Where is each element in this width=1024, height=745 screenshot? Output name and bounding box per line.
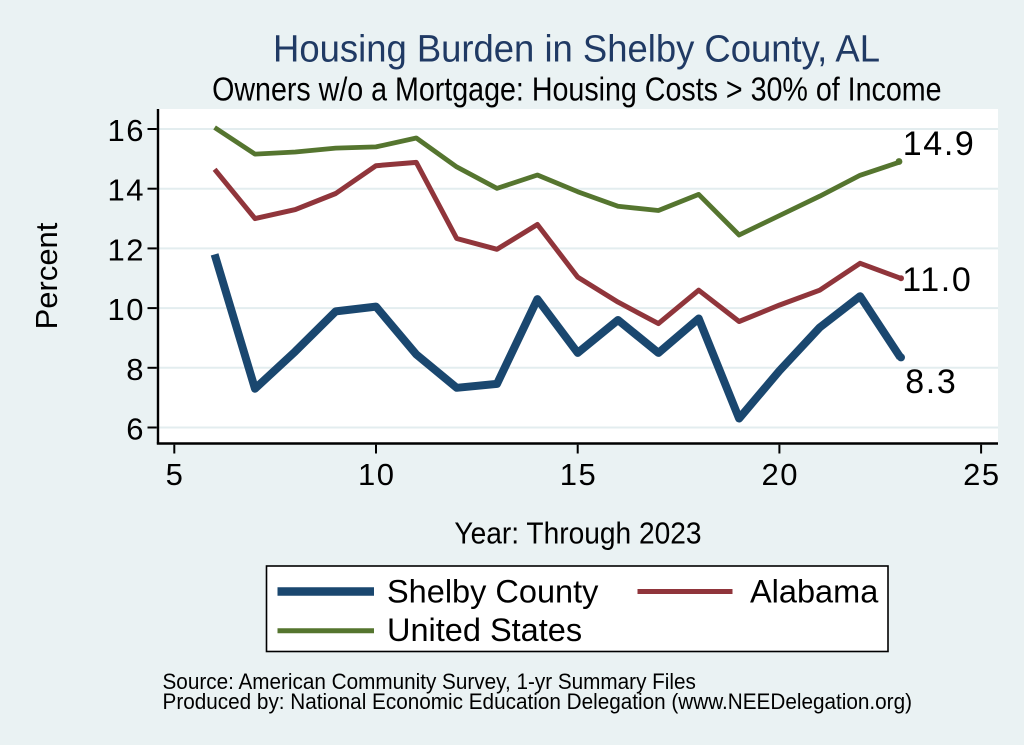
svg-text:10: 10 [358, 457, 395, 492]
svg-text:8: 8 [126, 352, 143, 387]
svg-text:12: 12 [108, 232, 145, 267]
svg-text:Shelby County: Shelby County [387, 574, 599, 610]
svg-text:16: 16 [108, 113, 145, 148]
svg-text:11.0: 11.0 [902, 261, 972, 299]
svg-text:Produced by: National Economic: Produced by: National Economic Education… [163, 689, 913, 714]
svg-text:5: 5 [166, 457, 183, 492]
svg-text:Percent: Percent [29, 222, 64, 329]
svg-text:Housing Burden in Shelby Count: Housing Burden in Shelby County, AL [273, 27, 880, 70]
svg-text:Alabama: Alabama [750, 574, 879, 610]
svg-text:Year: Through 2023: Year: Through 2023 [454, 516, 701, 551]
svg-text:United States: United States [387, 612, 582, 648]
svg-text:8.3: 8.3 [905, 363, 957, 401]
svg-text:25: 25 [963, 457, 1000, 492]
svg-text:14.9: 14.9 [903, 125, 976, 163]
svg-text:6: 6 [126, 412, 143, 447]
svg-text:20: 20 [761, 457, 798, 492]
svg-text:Source: American Community Sur: Source: American Community Survey, 1-yr … [163, 669, 696, 694]
svg-text:14: 14 [108, 173, 145, 208]
svg-text:15: 15 [560, 457, 597, 492]
svg-text:Owners w/o a Mortgage: Housing: Owners w/o a Mortgage: Housing Costs > 3… [212, 71, 941, 108]
svg-text:10: 10 [108, 292, 145, 327]
